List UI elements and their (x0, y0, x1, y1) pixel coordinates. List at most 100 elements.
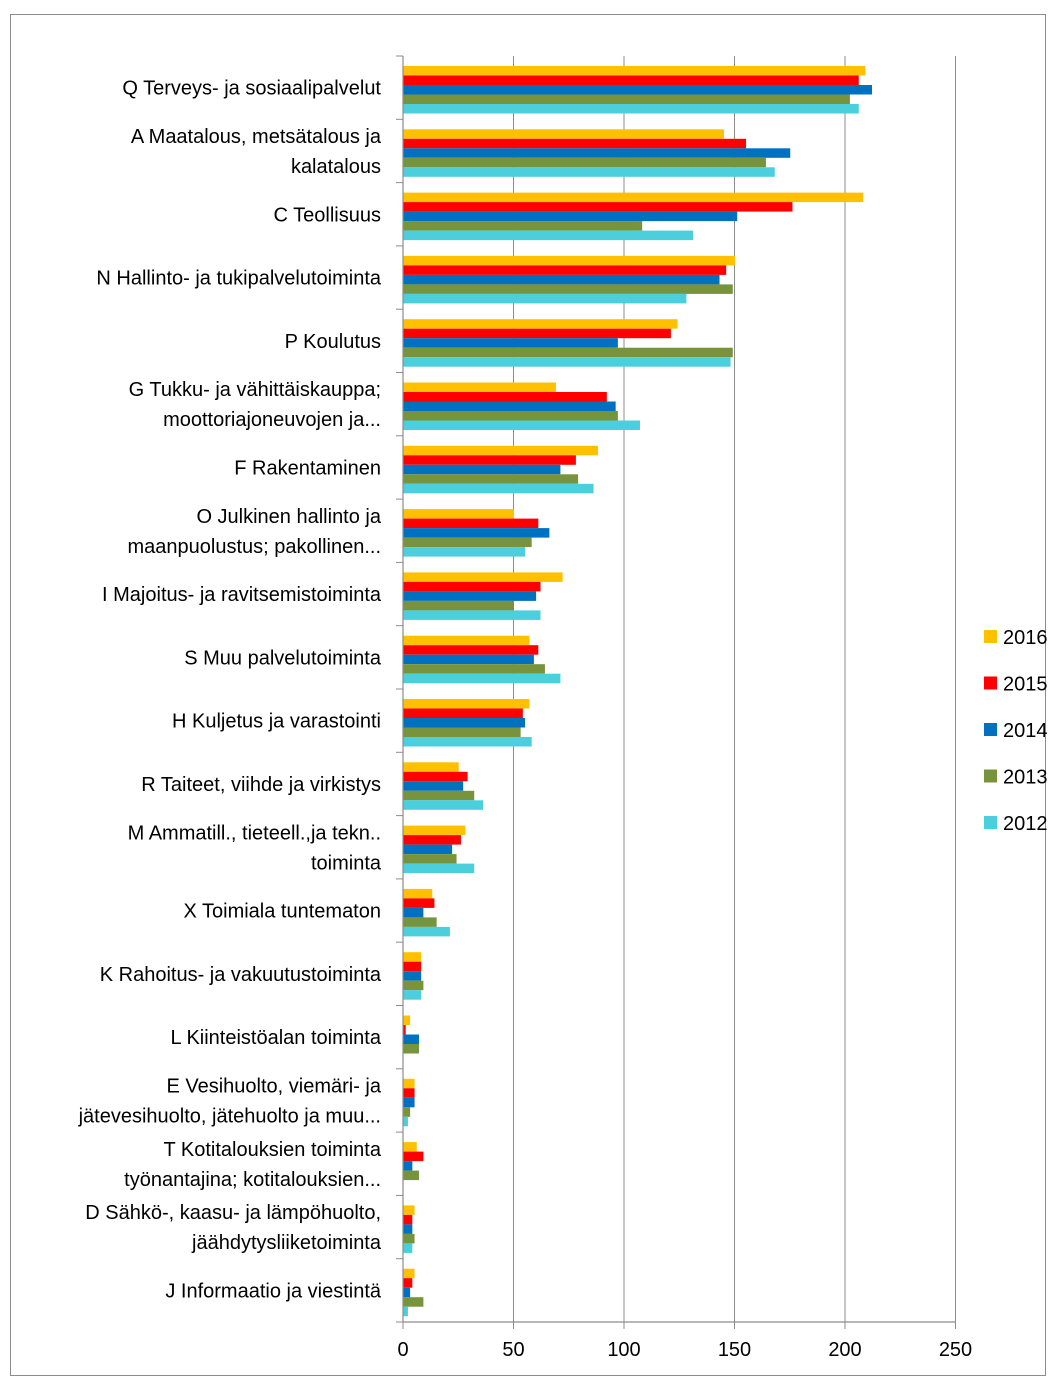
gridlines (513, 56, 956, 1322)
bar-2016-14 (403, 952, 422, 962)
bar-2014-9 (403, 654, 534, 665)
bar-2014-3 (403, 274, 720, 285)
bar-2012-0 (403, 104, 859, 114)
category-label: G Tukku- ja vähittäiskauppa; moottoriajon… (129, 379, 381, 431)
bar-2016-2 (403, 192, 864, 203)
legend-label-2015: 2015 (1003, 674, 1048, 696)
bar-2012-3 (403, 293, 687, 304)
bar-2013-16 (403, 1107, 411, 1117)
bar-2015-12 (403, 835, 461, 845)
bar-2014-2 (403, 211, 738, 222)
category-label: A Maatalous, metsätalous ja kalatalous (131, 126, 382, 178)
bar-2016-13 (403, 888, 433, 899)
bar-2015-5 (403, 392, 607, 402)
category-label: Q Terveys- ja sosiaalipalvelut (122, 78, 381, 100)
bar-2012-11 (403, 800, 484, 810)
bar-2016-10 (403, 699, 530, 709)
bar-2013-18 (403, 1233, 415, 1244)
category-label: O Julkinen hallinto ja maanpuolustus; pak… (128, 506, 382, 558)
chart-frame (10, 14, 1046, 1376)
bar-2015-7 (403, 518, 539, 529)
bar-2014-12 (403, 844, 453, 855)
bar-2016-6 (403, 445, 598, 456)
category-label: M Ammatill., tieteell.,ja tekn.. toiminta (128, 822, 382, 874)
bar-2013-19 (403, 1297, 424, 1307)
bar-2015-13 (403, 898, 435, 908)
bar-2013-2 (403, 221, 643, 231)
category-label: R Taiteet, viihde ja virkistys (141, 774, 381, 796)
bar-2016-18 (403, 1205, 415, 1215)
bar-2016-3 (403, 255, 735, 266)
category-label: C Teollisuus (274, 204, 381, 226)
bar-2013-8 (403, 600, 514, 611)
bar-2015-0 (403, 75, 859, 85)
bar-2015-1 (403, 138, 747, 149)
bar-2012-10 (403, 737, 532, 747)
bar-2013-11 (403, 790, 475, 801)
category-label: D Sähkö-, kaasu- ja lämpöhuolto, jäähdyty… (85, 1202, 382, 1254)
category-label: N Hallinto- ja tukipalvelutoiminta (96, 268, 381, 290)
bar-2015-15 (403, 1025, 406, 1035)
x-tick-label: 0 (397, 1339, 408, 1361)
bar-2016-4 (403, 319, 678, 329)
bar-2012-7 (403, 547, 526, 557)
bar-2012-6 (403, 483, 594, 494)
bar-2013-5 (403, 411, 618, 421)
bar-2015-14 (403, 961, 422, 972)
legend-label-2016: 2016 (1003, 627, 1048, 649)
category-label: E Vesihuolto, viemäri- ja jätevesihuolto,… (78, 1075, 382, 1127)
category-label: X Toimiala tuntematon (183, 901, 381, 923)
y-axis (396, 55, 956, 1329)
bar-2013-1 (403, 157, 766, 168)
category-label: I Majoitus- ja ravitsemistoiminta (102, 584, 382, 606)
legend-label-2013: 2013 (1003, 767, 1048, 789)
bar-2012-18 (403, 1243, 413, 1253)
legend-swatch-2012 (984, 816, 997, 829)
bar-2015-19 (403, 1278, 413, 1288)
x-tick-label: 200 (828, 1339, 861, 1361)
x-tick-label: 50 (502, 1339, 524, 1361)
bar-2014-8 (403, 591, 537, 601)
bar-2016-17 (403, 1142, 417, 1152)
bar-2015-2 (403, 202, 793, 212)
bar-2012-14 (403, 990, 422, 1000)
x-tick-label: 150 (718, 1339, 751, 1361)
bar-2014-16 (403, 1097, 415, 1108)
bar-2014-0 (403, 85, 873, 95)
bar-2012-5 (403, 420, 640, 430)
bar-2014-14 (403, 971, 422, 981)
bar-2014-15 (403, 1034, 419, 1044)
bar-2015-4 (403, 328, 671, 339)
bar-2014-7 (403, 528, 550, 538)
bar-2016-16 (403, 1078, 415, 1089)
bar-2016-11 (403, 762, 459, 772)
bar-2014-19 (403, 1287, 411, 1298)
category-label: P Koulutus (285, 331, 381, 353)
bar-2015-3 (403, 265, 727, 275)
bar-2013-13 (403, 917, 437, 927)
bar-2016-0 (403, 66, 866, 76)
x-axis-ticks: 0 50 100 150 200 250 (397, 1339, 972, 1361)
bar-2014-4 (403, 338, 618, 348)
bar-2012-1 (403, 167, 775, 177)
bars (403, 66, 873, 1317)
category-label: F Rakentaminen (234, 457, 381, 479)
category-label: K Rahoitus- ja vakuutustoiminta (100, 964, 382, 986)
bar-2016-19 (403, 1268, 415, 1279)
bar-2015-9 (403, 645, 539, 655)
category-label: S Muu palvelutoiminta (184, 647, 382, 669)
bar-2012-19 (403, 1306, 408, 1317)
bar-2015-6 (403, 455, 576, 465)
bar-2013-9 (403, 664, 545, 674)
bar-2014-18 (403, 1224, 413, 1234)
bar-2014-5 (403, 401, 616, 411)
bar-2014-10 (403, 718, 526, 728)
bar-2016-15 (403, 1015, 411, 1025)
x-tick-label: 100 (607, 1339, 640, 1361)
bar-2012-13 (403, 926, 450, 937)
category-label: H Kuljetus ja varastointi (172, 711, 381, 733)
bar-2013-17 (403, 1170, 419, 1181)
bar-2015-17 (403, 1151, 424, 1162)
category-label: J Informaatio ja viestintä (165, 1280, 382, 1302)
